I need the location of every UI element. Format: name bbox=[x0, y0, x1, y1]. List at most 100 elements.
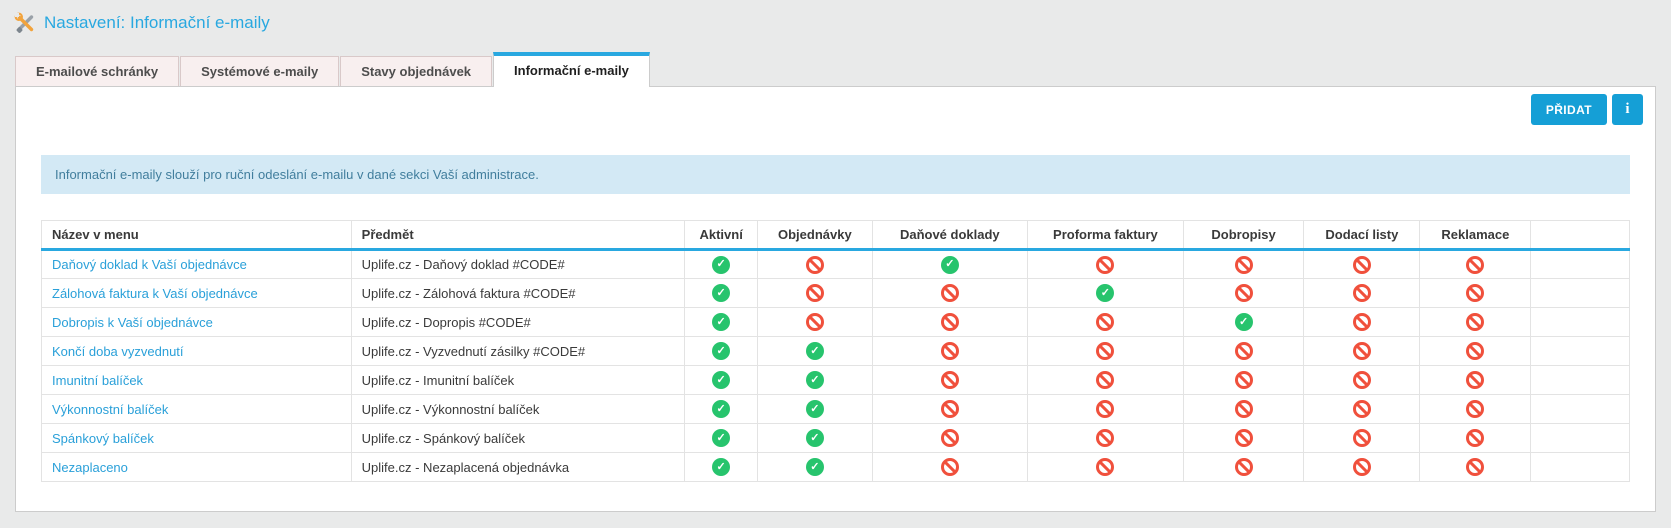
table-body: Daňový doklad k Vaší objednávce Uplife.cz… bbox=[42, 250, 1630, 482]
status-cell bbox=[758, 279, 872, 308]
status-disabled-icon bbox=[1096, 371, 1114, 389]
status-enabled-icon bbox=[712, 284, 730, 302]
table-row: Imunitní balíček Uplife.cz - Imunitní bal… bbox=[42, 366, 1630, 395]
status-cell bbox=[758, 453, 872, 482]
status-disabled-icon bbox=[806, 313, 824, 331]
status-disabled-icon bbox=[1096, 400, 1114, 418]
status-disabled-icon bbox=[941, 342, 959, 360]
email-name-link[interactable]: Spánkový balíček bbox=[52, 431, 154, 446]
page-title: Nastavení: Informační e-maily bbox=[44, 13, 270, 33]
table-row: Nezaplaceno Uplife.cz - Nezaplacená objed… bbox=[42, 453, 1630, 482]
subject-cell: Uplife.cz - Zálohová faktura #CODE# bbox=[351, 279, 684, 308]
empty-cell bbox=[1531, 337, 1630, 366]
col-proforma-faktury: Proforma faktury bbox=[1028, 221, 1184, 250]
col-empty bbox=[1531, 221, 1630, 250]
status-enabled-icon bbox=[1235, 313, 1253, 331]
status-disabled-icon bbox=[941, 429, 959, 447]
status-enabled-icon bbox=[712, 371, 730, 389]
table-row: Spánkový balíčekUplife.cz - Spánkový bal… bbox=[42, 424, 1630, 453]
add-button[interactable]: PŘIDAT bbox=[1531, 94, 1607, 125]
status-disabled-icon bbox=[1235, 342, 1253, 360]
status-disabled-icon bbox=[1466, 342, 1484, 360]
status-cell bbox=[685, 308, 758, 337]
status-cell bbox=[685, 250, 758, 279]
status-cell bbox=[1183, 453, 1304, 482]
emails-table: Název v menu Předmět Aktivní Objednávky … bbox=[41, 220, 1630, 482]
status-cell bbox=[1028, 250, 1184, 279]
name-cell: Spánkový balíček bbox=[42, 424, 352, 453]
subject-cell: Uplife.cz - Imunitní balíček bbox=[351, 366, 684, 395]
tab-emailove-schranky[interactable]: E-mailové schránky bbox=[15, 56, 179, 86]
status-disabled-icon bbox=[1235, 458, 1253, 476]
tab-stavy-objednavek[interactable]: Stavy objednávek bbox=[340, 56, 492, 86]
status-enabled-icon bbox=[806, 429, 824, 447]
col-aktivni: Aktivní bbox=[685, 221, 758, 250]
status-cell bbox=[872, 424, 1028, 453]
status-disabled-icon bbox=[1235, 284, 1253, 302]
status-cell bbox=[1183, 424, 1304, 453]
status-cell bbox=[872, 395, 1028, 424]
status-disabled-icon bbox=[1353, 429, 1371, 447]
status-cell bbox=[1420, 308, 1531, 337]
status-cell bbox=[1028, 337, 1184, 366]
status-enabled-icon bbox=[712, 313, 730, 331]
email-name-link[interactable]: Končí doba vyzvednutí bbox=[52, 344, 184, 359]
empty-cell bbox=[1531, 424, 1630, 453]
status-cell bbox=[1304, 279, 1420, 308]
status-disabled-icon bbox=[1096, 458, 1114, 476]
status-cell bbox=[1183, 279, 1304, 308]
status-disabled-icon bbox=[941, 371, 959, 389]
col-dobropisy: Dobropisy bbox=[1183, 221, 1304, 250]
status-disabled-icon bbox=[1466, 371, 1484, 389]
status-disabled-icon bbox=[1466, 400, 1484, 418]
status-cell bbox=[1304, 366, 1420, 395]
email-name-link[interactable]: Daňový doklad k Vaší objednávce bbox=[52, 257, 247, 272]
status-cell bbox=[872, 337, 1028, 366]
status-cell bbox=[1420, 395, 1531, 424]
table-row: Zálohová faktura k Vaší objednávce Uplife… bbox=[42, 279, 1630, 308]
name-cell: Imunitní balíček bbox=[42, 366, 352, 395]
status-cell bbox=[872, 453, 1028, 482]
status-cell bbox=[1420, 279, 1531, 308]
status-disabled-icon bbox=[1096, 256, 1114, 274]
tab-informacni-emaily[interactable]: Informační e-maily bbox=[493, 52, 650, 87]
email-name-link[interactable]: Nezaplaceno bbox=[52, 460, 128, 475]
col-danove-doklady: Daňové doklady bbox=[872, 221, 1028, 250]
email-name-link[interactable]: Dobropis k Vaší objednávce bbox=[52, 315, 213, 330]
subject-cell: Uplife.cz - Dopropis #CODE# bbox=[351, 308, 684, 337]
status-cell bbox=[1420, 250, 1531, 279]
status-disabled-icon bbox=[1096, 313, 1114, 331]
empty-cell bbox=[1531, 395, 1630, 424]
subject-cell: Uplife.cz - Nezaplacená objednávka bbox=[351, 453, 684, 482]
status-disabled-icon bbox=[806, 256, 824, 274]
status-cell bbox=[1304, 424, 1420, 453]
status-disabled-icon bbox=[1353, 313, 1371, 331]
status-disabled-icon bbox=[806, 284, 824, 302]
status-enabled-icon bbox=[712, 400, 730, 418]
info-button[interactable]: i bbox=[1612, 94, 1643, 125]
name-cell: Končí doba vyzvednutí bbox=[42, 337, 352, 366]
status-cell bbox=[1183, 308, 1304, 337]
status-cell bbox=[1304, 453, 1420, 482]
table-row: Daňový doklad k Vaší objednávceUplife.cz… bbox=[42, 250, 1630, 279]
status-cell bbox=[1028, 424, 1184, 453]
email-name-link[interactable]: Imunitní balíček bbox=[52, 373, 143, 388]
status-cell bbox=[758, 250, 872, 279]
email-name-link[interactable]: Zálohová faktura k Vaší objednávce bbox=[52, 286, 258, 301]
status-cell bbox=[1420, 366, 1531, 395]
name-cell: Zálohová faktura k Vaší objednávce bbox=[42, 279, 352, 308]
col-dodaci-listy: Dodací listy bbox=[1304, 221, 1420, 250]
status-cell bbox=[1304, 337, 1420, 366]
content-panel: PŘIDAT i Informační e-maily slouží pro r… bbox=[15, 86, 1656, 512]
status-cell bbox=[685, 395, 758, 424]
page-header: Nastavení: Informační e-maily bbox=[0, 0, 1671, 34]
table-row: Končí doba vyzvednutíUplife.cz - Vyzvedn… bbox=[42, 337, 1630, 366]
tab-systemove-emaily[interactable]: Systémové e-maily bbox=[180, 56, 339, 86]
empty-cell bbox=[1531, 453, 1630, 482]
status-disabled-icon bbox=[941, 284, 959, 302]
status-enabled-icon bbox=[941, 256, 959, 274]
status-cell bbox=[758, 366, 872, 395]
status-cell bbox=[872, 366, 1028, 395]
status-disabled-icon bbox=[1353, 371, 1371, 389]
email-name-link[interactable]: Výkonnostní balíček bbox=[52, 402, 168, 417]
